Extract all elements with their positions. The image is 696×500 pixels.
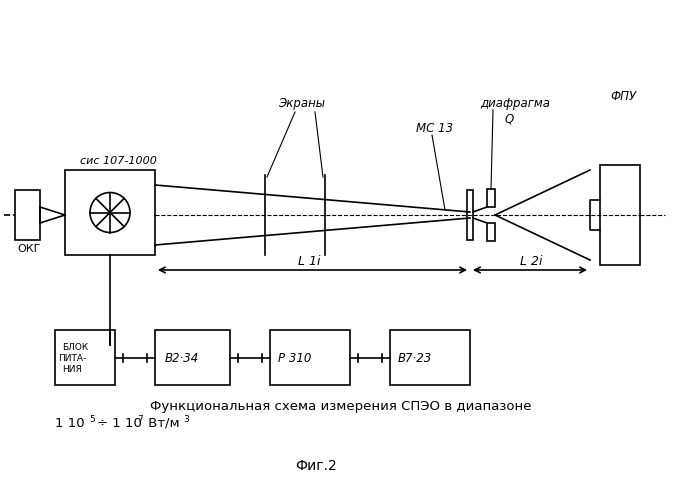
Bar [270, 330, 350, 385]
Text: ОКГ: ОКГ [17, 244, 40, 254]
Text: БЛОК: БЛОК [62, 343, 88, 352]
Bar [390, 330, 470, 385]
Text: 3: 3 [183, 415, 189, 424]
Text: ÷ 1 10: ÷ 1 10 [97, 417, 142, 430]
Text: 7: 7 [137, 415, 143, 424]
Bar [155, 330, 230, 385]
Text: Фиг.2: Фиг.2 [295, 459, 337, 473]
Text: В2·34: В2·34 [165, 352, 199, 366]
Text: В7·23: В7·23 [398, 352, 432, 366]
Text: Р 310: Р 310 [278, 352, 311, 366]
Bar [65, 170, 155, 255]
Bar [487, 223, 495, 241]
Text: НИЯ: НИЯ [62, 365, 81, 374]
Text: L 1i: L 1i [297, 255, 320, 268]
Text: ПИТА-: ПИТА- [58, 354, 86, 363]
Text: Экраны: Экраны [278, 97, 325, 110]
Text: 5: 5 [89, 415, 95, 424]
Bar [15, 190, 40, 240]
Text: L 2i: L 2i [520, 255, 542, 268]
Bar [467, 190, 473, 240]
Bar [487, 189, 495, 207]
Text: Функциональная схема измерения СПЭО в диапазоне: Функциональная схема измерения СПЭО в ди… [150, 400, 532, 413]
Text: МС 13: МС 13 [416, 122, 453, 135]
Bar [600, 165, 640, 265]
Text: 1 10: 1 10 [55, 417, 85, 430]
Text: ФПУ: ФПУ [610, 90, 636, 103]
Bar [55, 330, 115, 385]
Text: Q: Q [505, 112, 514, 125]
Text: Вт/м: Вт/м [144, 417, 180, 430]
Text: сис 107-1000: сис 107-1000 [80, 156, 157, 166]
Text: диафрагма: диафрагма [480, 97, 550, 110]
